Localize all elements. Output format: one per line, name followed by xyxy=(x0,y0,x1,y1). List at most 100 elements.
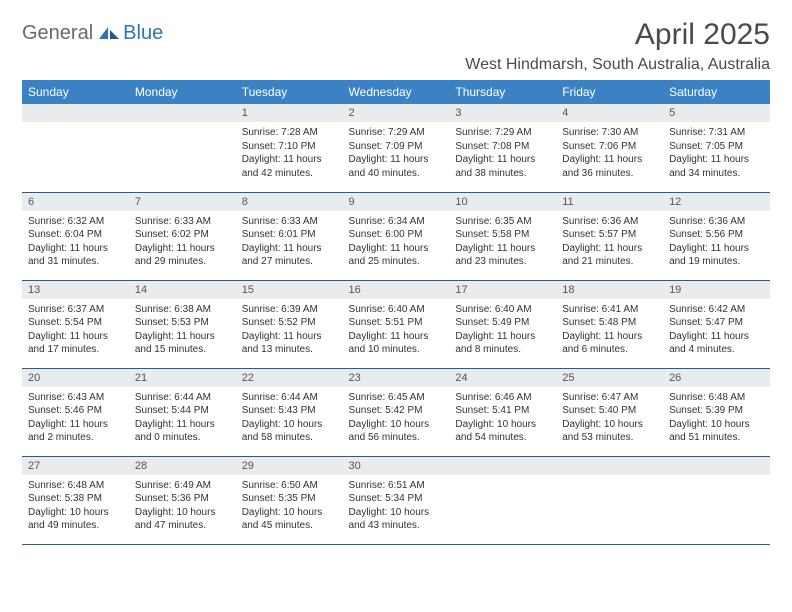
day-details: Sunrise: 6:44 AMSunset: 5:43 PMDaylight:… xyxy=(236,387,343,451)
day-details: Sunrise: 6:33 AMSunset: 6:02 PMDaylight:… xyxy=(129,211,236,275)
day-number: 30 xyxy=(343,457,450,475)
calendar-cell: 24Sunrise: 6:46 AMSunset: 5:41 PMDayligh… xyxy=(449,368,556,456)
day-details xyxy=(129,122,236,132)
calendar-cell: 11Sunrise: 6:36 AMSunset: 5:57 PMDayligh… xyxy=(556,192,663,280)
day-details: Sunrise: 6:36 AMSunset: 5:57 PMDaylight:… xyxy=(556,211,663,275)
sunrise-text: Sunrise: 6:35 AM xyxy=(455,215,550,229)
sunrise-text: Sunrise: 7:30 AM xyxy=(562,126,657,140)
sunrise-text: Sunrise: 6:47 AM xyxy=(562,391,657,405)
day-details: Sunrise: 6:47 AMSunset: 5:40 PMDaylight:… xyxy=(556,387,663,451)
day-number: 16 xyxy=(343,281,450,299)
calendar-cell: 13Sunrise: 6:37 AMSunset: 5:54 PMDayligh… xyxy=(22,280,129,368)
sunrise-text: Sunrise: 7:31 AM xyxy=(669,126,764,140)
calendar-cell: 9Sunrise: 6:34 AMSunset: 6:00 PMDaylight… xyxy=(343,192,450,280)
day-details xyxy=(663,475,770,485)
day-number: 7 xyxy=(129,193,236,211)
sunrise-text: Sunrise: 6:32 AM xyxy=(28,215,123,229)
calendar-cell: 1Sunrise: 7:28 AMSunset: 7:10 PMDaylight… xyxy=(236,104,343,192)
daylight-text: Daylight: 11 hours and 4 minutes. xyxy=(669,330,764,357)
sunset-text: Sunset: 6:02 PM xyxy=(135,228,230,242)
sunset-text: Sunset: 5:36 PM xyxy=(135,492,230,506)
sunset-text: Sunset: 5:49 PM xyxy=(455,316,550,330)
day-details: Sunrise: 6:48 AMSunset: 5:38 PMDaylight:… xyxy=(22,475,129,539)
day-details: Sunrise: 6:43 AMSunset: 5:46 PMDaylight:… xyxy=(22,387,129,451)
sunrise-text: Sunrise: 6:44 AM xyxy=(135,391,230,405)
calendar-cell: 14Sunrise: 6:38 AMSunset: 5:53 PMDayligh… xyxy=(129,280,236,368)
sunset-text: Sunset: 5:44 PM xyxy=(135,404,230,418)
sunrise-text: Sunrise: 6:33 AM xyxy=(135,215,230,229)
sunrise-text: Sunrise: 6:49 AM xyxy=(135,479,230,493)
sunrise-text: Sunrise: 6:40 AM xyxy=(455,303,550,317)
sunrise-text: Sunrise: 6:40 AM xyxy=(349,303,444,317)
day-number: 28 xyxy=(129,457,236,475)
day-details: Sunrise: 6:45 AMSunset: 5:42 PMDaylight:… xyxy=(343,387,450,451)
sunset-text: Sunset: 5:46 PM xyxy=(28,404,123,418)
day-number: 10 xyxy=(449,193,556,211)
sunset-text: Sunset: 5:43 PM xyxy=(242,404,337,418)
day-details: Sunrise: 6:44 AMSunset: 5:44 PMDaylight:… xyxy=(129,387,236,451)
calendar-cell: 21Sunrise: 6:44 AMSunset: 5:44 PMDayligh… xyxy=(129,368,236,456)
sunset-text: Sunset: 5:57 PM xyxy=(562,228,657,242)
day-number: 21 xyxy=(129,369,236,387)
sunset-text: Sunset: 5:40 PM xyxy=(562,404,657,418)
calendar-cell: 12Sunrise: 6:36 AMSunset: 5:56 PMDayligh… xyxy=(663,192,770,280)
calendar-cell xyxy=(556,456,663,544)
sunset-text: Sunset: 5:52 PM xyxy=(242,316,337,330)
sunset-text: Sunset: 7:06 PM xyxy=(562,140,657,154)
daylight-text: Daylight: 10 hours and 45 minutes. xyxy=(242,506,337,533)
sunset-text: Sunset: 5:51 PM xyxy=(349,316,444,330)
weekday-header: Sunday xyxy=(22,80,129,104)
day-number: 18 xyxy=(556,281,663,299)
sunset-text: Sunset: 7:05 PM xyxy=(669,140,764,154)
day-details: Sunrise: 6:33 AMSunset: 6:01 PMDaylight:… xyxy=(236,211,343,275)
sunset-text: Sunset: 5:48 PM xyxy=(562,316,657,330)
calendar-row: 1Sunrise: 7:28 AMSunset: 7:10 PMDaylight… xyxy=(22,104,770,192)
daylight-text: Daylight: 11 hours and 29 minutes. xyxy=(135,242,230,269)
calendar-row: 20Sunrise: 6:43 AMSunset: 5:46 PMDayligh… xyxy=(22,368,770,456)
day-details: Sunrise: 6:32 AMSunset: 6:04 PMDaylight:… xyxy=(22,211,129,275)
calendar-cell: 5Sunrise: 7:31 AMSunset: 7:05 PMDaylight… xyxy=(663,104,770,192)
sunrise-text: Sunrise: 7:29 AM xyxy=(455,126,550,140)
calendar-cell: 10Sunrise: 6:35 AMSunset: 5:58 PMDayligh… xyxy=(449,192,556,280)
sunrise-text: Sunrise: 6:46 AM xyxy=(455,391,550,405)
sunset-text: Sunset: 7:08 PM xyxy=(455,140,550,154)
header: General Blue April 2025 West Hindmarsh, … xyxy=(22,18,770,74)
day-details: Sunrise: 6:49 AMSunset: 5:36 PMDaylight:… xyxy=(129,475,236,539)
day-number: 20 xyxy=(22,369,129,387)
day-number: 25 xyxy=(556,369,663,387)
logo-text-blue: Blue xyxy=(123,22,163,45)
sunset-text: Sunset: 5:35 PM xyxy=(242,492,337,506)
day-number: 23 xyxy=(343,369,450,387)
day-number: 26 xyxy=(663,369,770,387)
day-details: Sunrise: 6:40 AMSunset: 5:51 PMDaylight:… xyxy=(343,299,450,363)
day-details: Sunrise: 6:40 AMSunset: 5:49 PMDaylight:… xyxy=(449,299,556,363)
daylight-text: Daylight: 11 hours and 2 minutes. xyxy=(28,418,123,445)
sunrise-text: Sunrise: 6:34 AM xyxy=(349,215,444,229)
day-number: 13 xyxy=(22,281,129,299)
calendar-cell: 30Sunrise: 6:51 AMSunset: 5:34 PMDayligh… xyxy=(343,456,450,544)
sunrise-text: Sunrise: 6:48 AM xyxy=(669,391,764,405)
day-details: Sunrise: 6:50 AMSunset: 5:35 PMDaylight:… xyxy=(236,475,343,539)
sunset-text: Sunset: 5:42 PM xyxy=(349,404,444,418)
day-details: Sunrise: 7:28 AMSunset: 7:10 PMDaylight:… xyxy=(236,122,343,186)
day-number xyxy=(449,457,556,475)
logo-sail-icon xyxy=(97,25,121,39)
sunrise-text: Sunrise: 6:51 AM xyxy=(349,479,444,493)
calendar-row: 27Sunrise: 6:48 AMSunset: 5:38 PMDayligh… xyxy=(22,456,770,544)
day-number: 27 xyxy=(22,457,129,475)
day-number: 1 xyxy=(236,104,343,122)
day-details: Sunrise: 6:38 AMSunset: 5:53 PMDaylight:… xyxy=(129,299,236,363)
sunset-text: Sunset: 7:09 PM xyxy=(349,140,444,154)
day-details: Sunrise: 6:42 AMSunset: 5:47 PMDaylight:… xyxy=(663,299,770,363)
sunrise-text: Sunrise: 6:36 AM xyxy=(669,215,764,229)
calendar-cell: 23Sunrise: 6:45 AMSunset: 5:42 PMDayligh… xyxy=(343,368,450,456)
sunset-text: Sunset: 6:04 PM xyxy=(28,228,123,242)
day-number xyxy=(22,104,129,122)
sunset-text: Sunset: 7:10 PM xyxy=(242,140,337,154)
daylight-text: Daylight: 11 hours and 23 minutes. xyxy=(455,242,550,269)
day-number: 2 xyxy=(343,104,450,122)
calendar-cell: 29Sunrise: 6:50 AMSunset: 5:35 PMDayligh… xyxy=(236,456,343,544)
calendar-cell: 7Sunrise: 6:33 AMSunset: 6:02 PMDaylight… xyxy=(129,192,236,280)
page-title: April 2025 xyxy=(465,18,770,52)
day-details: Sunrise: 6:37 AMSunset: 5:54 PMDaylight:… xyxy=(22,299,129,363)
